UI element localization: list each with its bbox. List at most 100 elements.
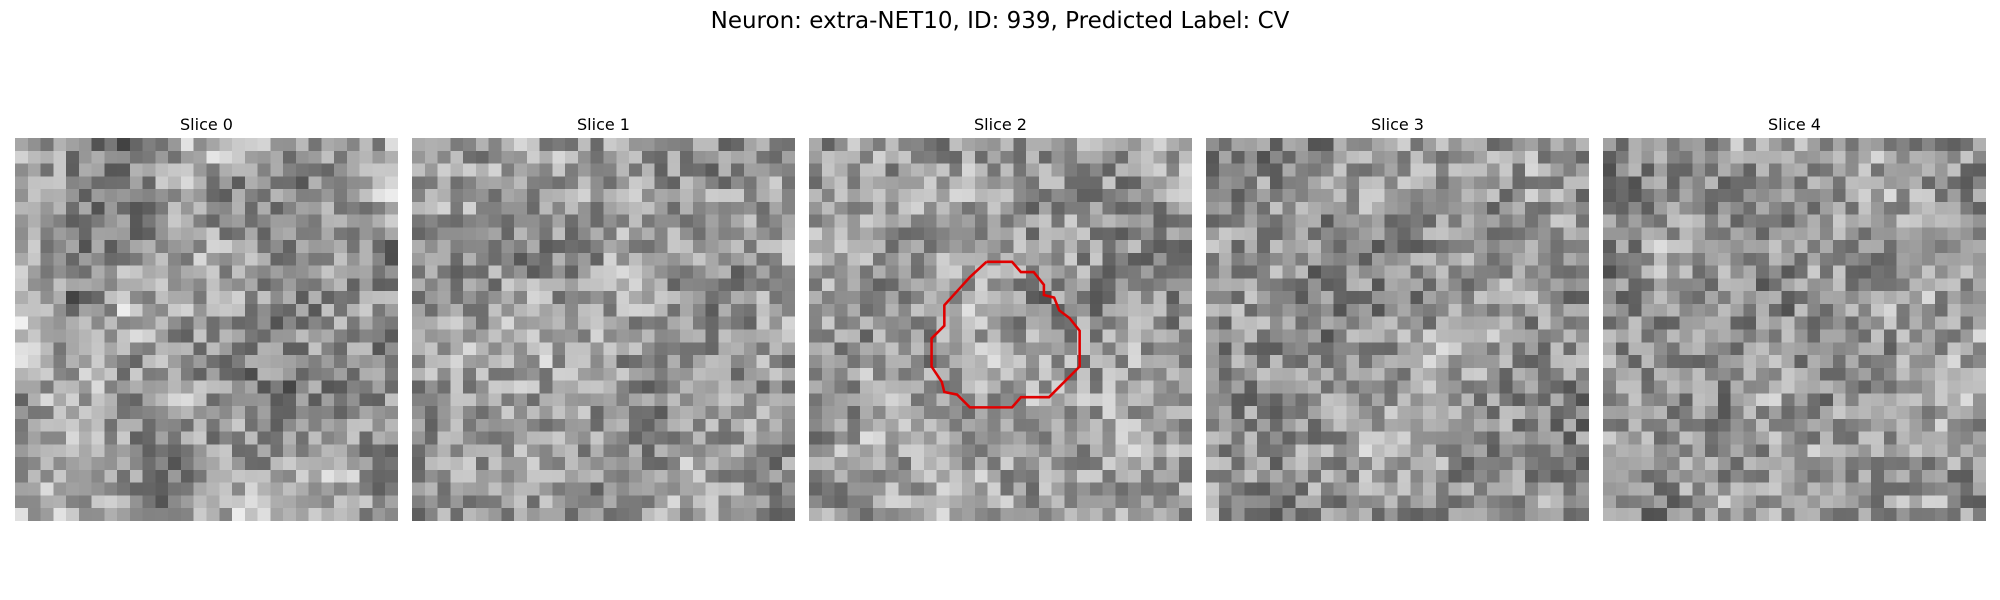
pixel bbox=[1973, 176, 1986, 190]
pixel bbox=[629, 214, 642, 228]
pixel bbox=[872, 444, 886, 458]
pixel bbox=[1781, 265, 1795, 279]
pixel bbox=[1371, 380, 1385, 394]
pixel bbox=[911, 495, 924, 509]
pixel bbox=[1038, 457, 1052, 470]
pixel bbox=[962, 252, 975, 266]
pixel bbox=[898, 380, 912, 394]
pixel bbox=[1013, 495, 1027, 509]
pixel bbox=[1257, 508, 1270, 521]
pixel bbox=[385, 278, 398, 292]
pixel bbox=[1654, 393, 1667, 407]
pixel bbox=[1448, 265, 1462, 279]
pixel bbox=[15, 303, 28, 317]
pixel bbox=[1000, 214, 1014, 228]
pixel bbox=[270, 189, 284, 202]
pixel bbox=[206, 163, 220, 177]
pixel bbox=[1973, 457, 1986, 470]
pixel bbox=[1654, 495, 1667, 509]
pixel bbox=[437, 316, 451, 330]
pixel bbox=[1257, 291, 1270, 304]
pixel bbox=[1410, 201, 1424, 215]
pixel bbox=[1269, 201, 1283, 215]
pixel bbox=[936, 240, 950, 253]
pixel bbox=[654, 240, 668, 253]
pixel bbox=[1115, 201, 1129, 215]
pixel bbox=[962, 150, 975, 164]
pixel bbox=[1871, 329, 1884, 343]
pixel bbox=[1140, 342, 1154, 356]
pixel bbox=[1257, 444, 1270, 458]
pixel bbox=[193, 508, 207, 521]
pixel bbox=[1486, 252, 1500, 266]
pixel bbox=[1794, 355, 1808, 368]
pixel bbox=[270, 380, 284, 394]
pixel bbox=[692, 201, 706, 215]
pixel bbox=[424, 201, 438, 215]
pixel bbox=[1820, 380, 1833, 394]
pixel bbox=[1641, 406, 1655, 419]
pixel bbox=[232, 431, 245, 445]
pixel bbox=[1743, 406, 1757, 419]
pixel bbox=[1666, 431, 1680, 445]
pixel bbox=[860, 150, 873, 164]
pixel bbox=[412, 393, 425, 407]
pixel bbox=[1333, 380, 1347, 394]
pixel bbox=[1000, 240, 1014, 253]
pixel bbox=[1257, 380, 1270, 394]
pixel bbox=[1781, 355, 1795, 368]
pixel bbox=[1486, 278, 1500, 292]
pixel bbox=[1692, 457, 1706, 470]
pixel bbox=[180, 163, 194, 177]
pixel bbox=[898, 303, 912, 317]
pixel bbox=[475, 406, 489, 419]
pixel bbox=[1845, 138, 1859, 151]
pixel bbox=[1679, 163, 1693, 177]
pixel bbox=[270, 201, 284, 215]
pixel bbox=[1563, 367, 1577, 381]
pixel bbox=[219, 444, 233, 458]
pixel bbox=[1461, 393, 1475, 407]
pixel bbox=[1909, 329, 1923, 343]
pixel bbox=[1038, 201, 1052, 215]
pixel bbox=[1615, 431, 1629, 445]
pixel bbox=[91, 495, 105, 509]
pixel bbox=[1089, 367, 1103, 381]
pixel bbox=[1038, 265, 1052, 279]
pixel bbox=[1794, 418, 1808, 432]
pixel bbox=[450, 227, 464, 241]
pixel bbox=[1973, 444, 1986, 458]
pixel bbox=[782, 227, 795, 241]
pixel bbox=[1717, 355, 1731, 368]
pixel bbox=[295, 316, 309, 330]
pixel bbox=[424, 431, 438, 445]
pixel bbox=[731, 482, 744, 496]
pixel bbox=[1717, 406, 1731, 419]
pixel bbox=[539, 265, 553, 279]
pixel bbox=[1525, 355, 1538, 368]
pixel bbox=[603, 380, 617, 394]
pixel bbox=[257, 138, 271, 151]
pixel bbox=[424, 278, 438, 292]
pixel bbox=[1013, 342, 1027, 356]
pixel bbox=[117, 291, 130, 304]
pixel bbox=[1858, 316, 1872, 330]
pixel bbox=[692, 278, 706, 292]
pixel bbox=[244, 265, 258, 279]
pixel bbox=[1525, 303, 1538, 317]
pixel bbox=[1435, 406, 1449, 419]
pixel bbox=[616, 495, 630, 509]
pixel bbox=[821, 482, 835, 496]
pixel bbox=[1615, 406, 1629, 419]
pixel bbox=[743, 214, 757, 228]
pixel bbox=[1064, 214, 1078, 228]
pixel bbox=[911, 431, 924, 445]
pixel bbox=[1537, 367, 1551, 381]
pixel bbox=[27, 342, 41, 356]
pixel bbox=[1603, 189, 1616, 202]
pixel bbox=[1717, 227, 1731, 241]
pixel bbox=[219, 457, 233, 470]
pixel bbox=[1563, 393, 1577, 407]
pixel bbox=[1615, 278, 1629, 292]
pixel bbox=[1359, 380, 1372, 394]
